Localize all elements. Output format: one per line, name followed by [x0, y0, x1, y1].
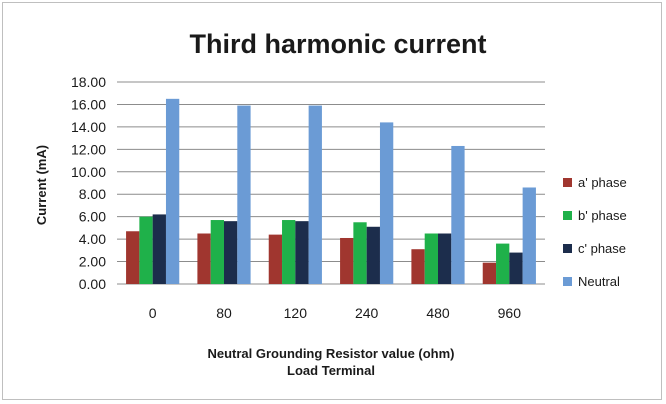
bar [282, 220, 296, 284]
x-tick-label: 240 [355, 305, 379, 321]
bar [509, 252, 523, 284]
bar [411, 249, 425, 284]
bar [496, 243, 510, 284]
bar [224, 221, 238, 284]
y-tick-label: 0.00 [79, 276, 106, 292]
bar [522, 187, 536, 284]
bar [197, 233, 211, 284]
y-tick-label: 12.00 [71, 141, 106, 157]
bar [139, 216, 153, 284]
bar [366, 226, 380, 284]
x-tick-label: 480 [426, 305, 450, 321]
chart-frame [2, 2, 662, 400]
bar [353, 222, 367, 284]
bar [295, 221, 309, 284]
y-tick-label: 4.00 [79, 231, 106, 247]
legend-label: Neutral [578, 274, 620, 289]
bar [379, 122, 394, 285]
y-tick-label: 8.00 [79, 186, 106, 202]
bar [126, 231, 140, 284]
bar [237, 105, 251, 284]
bar [165, 98, 180, 284]
y-tick-label: 10.00 [71, 164, 106, 180]
y-axis-label: Current (mA) [34, 145, 49, 225]
bar [482, 262, 497, 284]
x-axis-sublabel: Load Terminal [287, 363, 375, 378]
y-tick-label: 16.00 [71, 96, 106, 112]
chart-title: Third harmonic current [189, 29, 486, 59]
legend-swatch [563, 244, 572, 253]
legend-label: b' phase [578, 208, 627, 223]
bar [152, 214, 166, 284]
bar [451, 145, 465, 284]
x-tick-label: 120 [284, 305, 308, 321]
legend-swatch [563, 178, 572, 187]
bar [268, 234, 283, 284]
bar [210, 220, 224, 284]
bar [438, 233, 452, 284]
legend-swatch [563, 277, 572, 286]
x-tick-label: 0 [149, 305, 157, 321]
y-tick-label: 6.00 [79, 209, 106, 225]
bar [308, 105, 322, 284]
legend-swatch [563, 211, 572, 220]
x-axis-label: Neutral Grounding Resistor value (ohm) [207, 346, 454, 361]
legend-label: c' phase [578, 241, 626, 256]
x-tick-label: 960 [498, 305, 522, 321]
y-tick-label: 18.00 [71, 74, 106, 90]
y-tick-label: 14.00 [71, 119, 106, 135]
x-tick-label: 80 [216, 305, 232, 321]
bar [340, 237, 354, 284]
y-tick-label: 2.00 [79, 254, 106, 270]
bar [424, 233, 438, 284]
legend-label: a' phase [578, 175, 627, 190]
